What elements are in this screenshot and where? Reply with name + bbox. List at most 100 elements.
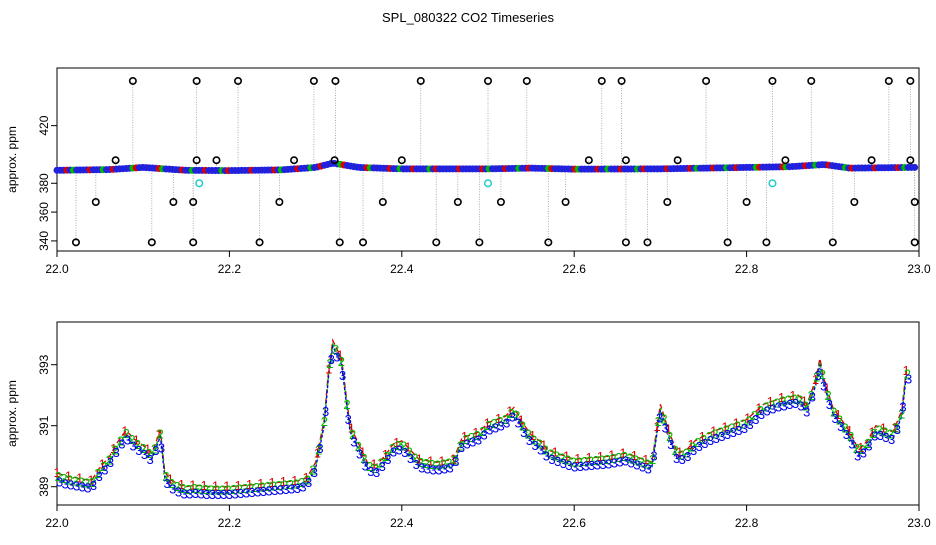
series-2-marker: 2 xyxy=(677,448,684,463)
top-x-tick-label: 22.2 xyxy=(218,262,242,276)
series-3-marker: 3 xyxy=(79,480,86,495)
series-3-marker: 3 xyxy=(373,465,380,480)
series-1-marker: 1 xyxy=(336,348,343,363)
series-1-marker: 1 xyxy=(212,479,219,494)
series-3-marker: 3 xyxy=(248,485,255,500)
series-1-marker: 1 xyxy=(121,424,128,439)
series-1-marker: 1 xyxy=(631,448,638,463)
series-1-marker: 1 xyxy=(835,407,842,422)
series-3-marker: 3 xyxy=(707,433,714,448)
series-3-marker: 3 xyxy=(147,452,154,467)
series-3-marker: 3 xyxy=(797,399,804,414)
series-3-marker: 3 xyxy=(277,483,284,498)
outlier-point xyxy=(910,238,919,247)
series-2-marker: 2 xyxy=(587,453,594,468)
series-2-marker: 2 xyxy=(434,458,441,473)
series-3-marker: 3 xyxy=(430,462,437,477)
outlier-point xyxy=(496,198,505,207)
series-2-marker: 2 xyxy=(55,469,62,484)
series-3-marker: 3 xyxy=(390,444,397,459)
top-y-tick-label: 380 xyxy=(37,173,51,193)
series-3-marker: 3 xyxy=(260,484,267,499)
series-2-marker: 2 xyxy=(796,392,803,407)
outlier-point xyxy=(234,76,243,85)
series-2-marker: 2 xyxy=(389,441,396,456)
outlier-point xyxy=(544,238,553,247)
series-3-marker: 3 xyxy=(356,446,363,461)
series-2-marker: 2 xyxy=(298,475,305,490)
series-3-marker: 3 xyxy=(662,420,669,435)
series-3-marker: 3 xyxy=(848,437,855,452)
series-3-marker: 3 xyxy=(667,437,674,452)
series-3-marker: 3 xyxy=(418,460,425,475)
series-2-marker: 2 xyxy=(468,430,475,445)
series-1-marker: 1 xyxy=(461,429,468,444)
outlier-point xyxy=(335,238,344,247)
series-1-marker: 1 xyxy=(733,415,740,430)
outlier-point xyxy=(723,238,732,247)
outlier-point xyxy=(397,156,406,165)
series-3-marker: 3 xyxy=(169,482,176,497)
series-2-marker: 2 xyxy=(191,481,198,496)
series-1-marker: 1 xyxy=(665,422,672,437)
series-2-marker: 2 xyxy=(570,455,577,470)
series-3-marker: 3 xyxy=(464,437,471,452)
series-3-marker: 3 xyxy=(548,452,555,467)
outlier-point xyxy=(331,76,340,85)
series-3-marker: 3 xyxy=(786,397,793,412)
series-2-marker: 2 xyxy=(536,436,543,451)
series-2-marker: 2 xyxy=(451,452,458,467)
series-2-marker: 2 xyxy=(315,443,322,458)
series-1-marker: 1 xyxy=(223,479,230,494)
series-2-marker: 2 xyxy=(609,451,616,466)
series-1-marker: 1 xyxy=(552,444,559,459)
series-3-marker: 3 xyxy=(645,462,652,477)
series-2-marker: 2 xyxy=(655,414,662,429)
outlier-point xyxy=(432,238,441,247)
series-1-marker: 1 xyxy=(302,470,309,485)
series-2-marker: 2 xyxy=(474,428,481,443)
series-2-marker: 2 xyxy=(621,449,628,464)
series-1-marker: 1 xyxy=(189,478,196,493)
series-2-marker: 2 xyxy=(236,481,243,496)
series-1-marker: 1 xyxy=(178,477,185,492)
series-3-marker: 3 xyxy=(554,454,561,469)
series-1-marker: 1 xyxy=(812,372,819,387)
series-1-marker: 1 xyxy=(585,450,592,465)
series-1-marker: 1 xyxy=(597,449,604,464)
series-2-marker: 2 xyxy=(411,451,418,466)
series-3-marker: 3 xyxy=(854,449,861,464)
series-2-marker: 2 xyxy=(751,408,758,423)
outlier-point xyxy=(169,198,178,207)
outlier-point xyxy=(673,156,682,165)
series-1-marker: 1 xyxy=(789,388,796,403)
series-3-marker: 3 xyxy=(214,487,221,502)
series-2-marker: 2 xyxy=(887,426,894,441)
series-3-marker: 3 xyxy=(96,469,103,484)
series-3-marker: 3 xyxy=(577,459,584,474)
series-3-marker: 3 xyxy=(282,482,289,497)
series-2-marker: 2 xyxy=(672,443,679,458)
series-3-marker: 3 xyxy=(113,445,120,460)
series-2-marker: 2 xyxy=(564,453,571,468)
series-1-marker: 1 xyxy=(416,451,423,466)
outlier-point xyxy=(309,76,318,85)
outlier-point xyxy=(290,156,299,165)
series-1-marker: 1 xyxy=(155,426,162,441)
series-3-marker: 3 xyxy=(730,425,737,440)
series-2-marker: 2 xyxy=(836,412,843,427)
series-3-marker: 3 xyxy=(843,427,850,442)
outlier-point xyxy=(621,238,630,247)
flagged-point xyxy=(195,179,204,188)
series-2-marker: 2 xyxy=(179,481,186,496)
series-3-marker: 3 xyxy=(882,430,889,445)
series-1-marker: 1 xyxy=(314,445,321,460)
series-2-marker: 2 xyxy=(779,394,786,409)
series-3-marker: 3 xyxy=(905,371,912,386)
series-2-marker: 2 xyxy=(281,477,288,492)
series-1-marker: 1 xyxy=(495,411,502,426)
series-2-marker: 2 xyxy=(853,441,860,456)
series-3-marker: 3 xyxy=(231,487,238,502)
